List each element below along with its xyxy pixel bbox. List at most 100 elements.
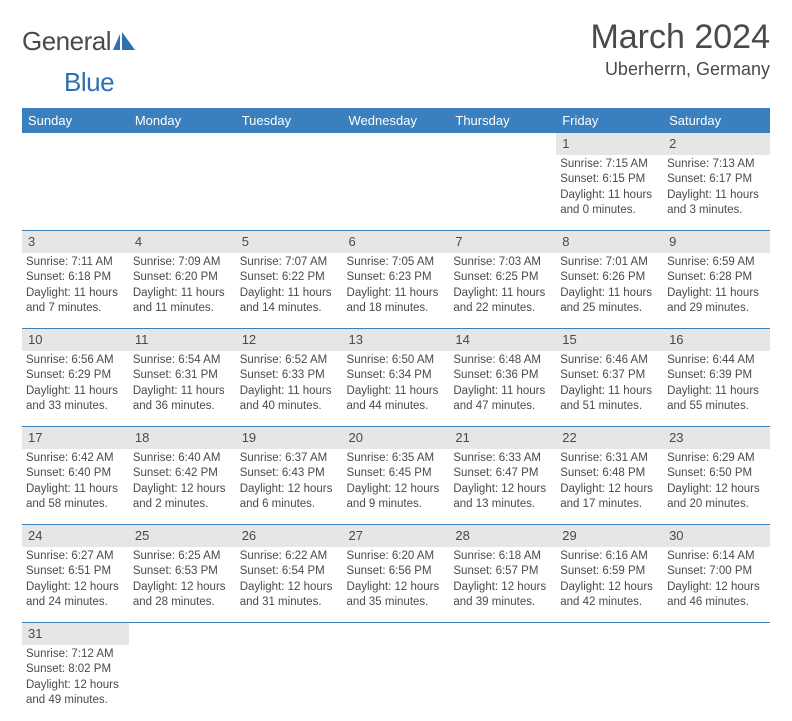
day-content-row: Sunrise: 6:42 AMSunset: 6:40 PMDaylight:… <box>22 449 770 525</box>
daylight2-text: and 13 minutes. <box>453 497 552 513</box>
sunset-text: Sunset: 6:56 PM <box>347 564 446 580</box>
sunset-text: Sunset: 6:33 PM <box>240 368 339 384</box>
sunrise-text: Sunrise: 6:35 AM <box>347 451 446 467</box>
sunset-text: Sunset: 6:54 PM <box>240 564 339 580</box>
daylight2-text: and 42 minutes. <box>560 595 659 611</box>
day-cell: Sunrise: 6:54 AMSunset: 6:31 PMDaylight:… <box>129 351 236 427</box>
day-number-row: 17181920212223 <box>22 427 770 449</box>
day-cell: Sunrise: 6:31 AMSunset: 6:48 PMDaylight:… <box>556 449 663 525</box>
day-cell: Sunrise: 6:44 AMSunset: 6:39 PMDaylight:… <box>663 351 770 427</box>
day-cell: Sunrise: 6:18 AMSunset: 6:57 PMDaylight:… <box>449 547 556 623</box>
day-number: 1 <box>556 133 663 155</box>
daylight1-text: Daylight: 11 hours <box>347 384 446 400</box>
daylight2-text: and 25 minutes. <box>560 301 659 317</box>
day-cell: Sunrise: 6:35 AMSunset: 6:45 PMDaylight:… <box>343 449 450 525</box>
weekday-header: Monday <box>129 108 236 133</box>
daylight1-text: Daylight: 12 hours <box>133 580 232 596</box>
sunrise-text: Sunrise: 6:54 AM <box>133 353 232 369</box>
day-content-row: Sunrise: 7:15 AMSunset: 6:15 PMDaylight:… <box>22 155 770 231</box>
title-block: March 2024 Uberherrn, Germany <box>590 18 770 80</box>
day-number-row: 10111213141516 <box>22 329 770 351</box>
sunrise-text: Sunrise: 6:48 AM <box>453 353 552 369</box>
daylight2-text: and 24 minutes. <box>26 595 125 611</box>
sunrise-text: Sunrise: 6:56 AM <box>26 353 125 369</box>
sunset-text: Sunset: 6:17 PM <box>667 172 766 188</box>
sunrise-text: Sunrise: 6:44 AM <box>667 353 766 369</box>
sunrise-text: Sunrise: 7:03 AM <box>453 255 552 271</box>
sunrise-text: Sunrise: 6:31 AM <box>560 451 659 467</box>
daylight2-text: and 36 minutes. <box>133 399 232 415</box>
day-number: 19 <box>236 427 343 449</box>
daylight1-text: Daylight: 12 hours <box>347 580 446 596</box>
day-number: 6 <box>343 231 450 253</box>
daylight1-text: Daylight: 11 hours <box>26 286 125 302</box>
day-number <box>343 623 450 645</box>
daylight2-text: and 6 minutes. <box>240 497 339 513</box>
day-number: 11 <box>129 329 236 351</box>
daylight2-text: and 20 minutes. <box>667 497 766 513</box>
day-number: 7 <box>449 231 556 253</box>
day-cell: Sunrise: 7:13 AMSunset: 6:17 PMDaylight:… <box>663 155 770 231</box>
day-cell <box>236 155 343 231</box>
day-number <box>449 133 556 155</box>
day-number: 10 <box>22 329 129 351</box>
daylight1-text: Daylight: 11 hours <box>240 286 339 302</box>
weekday-header-row: Sunday Monday Tuesday Wednesday Thursday… <box>22 108 770 133</box>
sunrise-text: Sunrise: 6:37 AM <box>240 451 339 467</box>
day-cell: Sunrise: 6:50 AMSunset: 6:34 PMDaylight:… <box>343 351 450 427</box>
daylight1-text: Daylight: 11 hours <box>560 188 659 204</box>
day-number: 8 <box>556 231 663 253</box>
daylight1-text: Daylight: 11 hours <box>133 286 232 302</box>
daylight1-text: Daylight: 11 hours <box>26 384 125 400</box>
day-cell <box>343 645 450 721</box>
sunrise-text: Sunrise: 6:46 AM <box>560 353 659 369</box>
day-number <box>556 623 663 645</box>
day-number-row: 3456789 <box>22 231 770 253</box>
sunset-text: Sunset: 8:02 PM <box>26 662 125 678</box>
daylight2-text: and 49 minutes. <box>26 693 125 709</box>
daylight2-text: and 31 minutes. <box>240 595 339 611</box>
day-number: 23 <box>663 427 770 449</box>
daylight2-text: and 0 minutes. <box>560 203 659 219</box>
day-number: 14 <box>449 329 556 351</box>
month-title: March 2024 <box>590 18 770 57</box>
sunrise-text: Sunrise: 7:15 AM <box>560 157 659 173</box>
daylight2-text: and 2 minutes. <box>133 497 232 513</box>
day-number: 24 <box>22 525 129 547</box>
day-cell: Sunrise: 7:03 AMSunset: 6:25 PMDaylight:… <box>449 253 556 329</box>
daylight1-text: Daylight: 11 hours <box>240 384 339 400</box>
sunset-text: Sunset: 6:50 PM <box>667 466 766 482</box>
day-number <box>449 623 556 645</box>
day-content-row: Sunrise: 7:12 AMSunset: 8:02 PMDaylight:… <box>22 645 770 721</box>
sunrise-text: Sunrise: 6:52 AM <box>240 353 339 369</box>
day-content-row: Sunrise: 7:11 AMSunset: 6:18 PMDaylight:… <box>22 253 770 329</box>
sunset-text: Sunset: 6:59 PM <box>560 564 659 580</box>
sunset-text: Sunset: 6:40 PM <box>26 466 125 482</box>
day-cell: Sunrise: 6:22 AMSunset: 6:54 PMDaylight:… <box>236 547 343 623</box>
sunset-text: Sunset: 6:25 PM <box>453 270 552 286</box>
day-number: 27 <box>343 525 450 547</box>
daylight2-text: and 40 minutes. <box>240 399 339 415</box>
daylight2-text: and 22 minutes. <box>453 301 552 317</box>
day-cell: Sunrise: 6:40 AMSunset: 6:42 PMDaylight:… <box>129 449 236 525</box>
sunrise-text: Sunrise: 6:29 AM <box>667 451 766 467</box>
daylight2-text: and 44 minutes. <box>347 399 446 415</box>
sunset-text: Sunset: 6:15 PM <box>560 172 659 188</box>
day-number: 5 <box>236 231 343 253</box>
day-number: 22 <box>556 427 663 449</box>
day-cell: Sunrise: 6:52 AMSunset: 6:33 PMDaylight:… <box>236 351 343 427</box>
day-number <box>22 133 129 155</box>
day-cell: Sunrise: 7:15 AMSunset: 6:15 PMDaylight:… <box>556 155 663 231</box>
day-number: 9 <box>663 231 770 253</box>
day-cell <box>449 155 556 231</box>
daylight1-text: Daylight: 12 hours <box>240 482 339 498</box>
sunset-text: Sunset: 6:22 PM <box>240 270 339 286</box>
daylight2-text: and 51 minutes. <box>560 399 659 415</box>
day-number-row: 31 <box>22 623 770 645</box>
daylight1-text: Daylight: 11 hours <box>453 384 552 400</box>
day-number: 29 <box>556 525 663 547</box>
day-cell <box>22 155 129 231</box>
day-number <box>129 623 236 645</box>
daylight2-text: and 18 minutes. <box>347 301 446 317</box>
daylight2-text: and 33 minutes. <box>26 399 125 415</box>
